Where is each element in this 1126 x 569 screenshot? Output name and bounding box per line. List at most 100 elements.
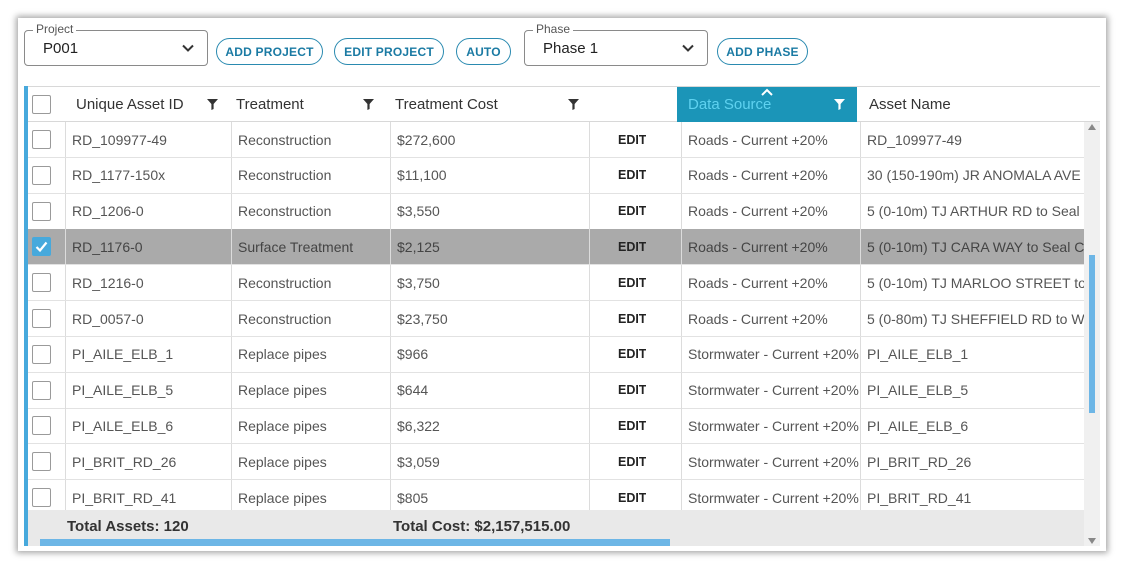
edit-row-button[interactable]: EDIT	[618, 490, 647, 505]
row-checkbox[interactable]	[32, 201, 51, 221]
table-row[interactable]: RD_1177-150x Reconstruction $11,100 Roads -…	[28, 157, 1088, 194]
column-header-data-source[interactable]: Data Source	[677, 87, 857, 122]
cell-treatment-cost: $23,750	[397, 310, 448, 327]
cell-asset-id: PI_BRIT_RD_41	[72, 489, 177, 506]
column-divider	[231, 372, 232, 408]
edit-row-button[interactable]: EDIT	[618, 275, 647, 290]
column-divider	[65, 480, 66, 515]
column-divider	[681, 265, 682, 301]
scroll-down-icon[interactable]	[1088, 538, 1096, 544]
edit-row-button[interactable]: EDIT	[618, 168, 647, 183]
scroll-up-icon[interactable]	[1088, 124, 1096, 130]
cell-asset-name: 5 (0-10m) TJ CARA WAY to Seal Chan	[867, 238, 1088, 255]
phase-value: Phase 1	[543, 40, 599, 57]
column-divider	[681, 336, 682, 372]
edit-row-button[interactable]: EDIT	[618, 347, 647, 362]
edit-row-button[interactable]: EDIT	[618, 311, 647, 326]
column-header-data-source-label: Data Source	[688, 96, 772, 113]
horizontal-scrollbar[interactable]	[28, 536, 1088, 546]
column-divider	[860, 408, 861, 444]
row-checkbox[interactable]	[32, 165, 51, 185]
asset-grid: Unique Asset ID Treatment Treatment Cost…	[24, 86, 1100, 546]
table-row[interactable]: RD_1216-0 Reconstruction $3,750 Roads - Cur…	[28, 265, 1088, 302]
edit-row-button[interactable]: EDIT	[618, 239, 647, 254]
column-header-asset-id-label: Unique Asset ID	[76, 96, 184, 113]
cell-treatment-cost: $644	[397, 382, 429, 399]
column-divider	[860, 265, 861, 301]
column-divider	[681, 157, 682, 193]
column-divider	[860, 372, 861, 408]
phase-select[interactable]: Phase Phase 1	[524, 22, 708, 66]
column-divider	[65, 336, 66, 372]
table-row[interactable]: PI_AILE_ELB_5 Replace pipes $644 Stormwater…	[28, 372, 1088, 409]
column-divider	[65, 193, 66, 229]
sort-ascending-icon	[761, 88, 773, 96]
toolbar: Project P001 ADD PROJECT EDIT PROJECT AU…	[18, 18, 1106, 86]
column-divider	[589, 301, 590, 336]
row-checkbox[interactable]	[32, 237, 51, 257]
add-phase-button[interactable]: ADD PHASE	[717, 38, 808, 65]
cell-treatment: Replace pipes	[238, 382, 327, 399]
table-row[interactable]: RD_109977-49 Reconstruction $272,600 Roads …	[28, 122, 1088, 158]
project-select[interactable]: Project P001	[24, 22, 208, 66]
filter-icon[interactable]	[568, 99, 579, 110]
table-row[interactable]: RD_1176-0 Surface Treatment $2,125 Roads - …	[28, 229, 1088, 266]
row-checkbox[interactable]	[32, 130, 51, 149]
column-header-treatment-cost[interactable]: Treatment Cost	[395, 87, 585, 122]
edit-row-button[interactable]: EDIT	[618, 383, 647, 398]
cell-asset-id: RD_109977-49	[72, 131, 167, 148]
column-divider	[860, 193, 861, 229]
row-checkbox[interactable]	[32, 344, 51, 364]
horizontal-scrollbar-thumb[interactable]	[40, 539, 670, 546]
vertical-scrollbar-thumb[interactable]	[1089, 255, 1095, 413]
cell-asset-id: RD_1206-0	[72, 203, 144, 220]
column-divider	[589, 157, 590, 193]
cell-asset-name: 30 (150-190m) JR ANOMALA AVE	[867, 167, 1081, 184]
column-divider	[231, 265, 232, 301]
row-checkbox[interactable]	[32, 416, 51, 436]
grid-footer: Total Assets: 120 Total Cost: $2,157,515…	[28, 510, 1088, 546]
row-checkbox[interactable]	[32, 309, 51, 328]
add-project-button[interactable]: ADD PROJECT	[216, 38, 323, 65]
table-row[interactable]: PI_AILE_ELB_6 Replace pipes $6,322 Stormwat…	[28, 408, 1088, 445]
select-all-checkbox[interactable]	[32, 95, 51, 114]
column-divider	[860, 480, 861, 515]
table-row[interactable]: RD_1206-0 Reconstruction $3,550 Roads - Cur…	[28, 193, 1088, 230]
column-divider	[589, 408, 590, 444]
column-divider	[231, 301, 232, 336]
cell-asset-id: PI_AILE_ELB_6	[72, 417, 174, 434]
column-divider	[681, 408, 682, 444]
row-checkbox[interactable]	[32, 273, 51, 293]
column-divider	[390, 229, 391, 265]
table-row[interactable]: PI_AILE_ELB_1 Replace pipes $966 Stormwater…	[28, 336, 1088, 373]
row-checkbox[interactable]	[32, 380, 51, 400]
column-divider	[65, 301, 66, 336]
column-header-treatment[interactable]: Treatment	[236, 87, 388, 122]
cell-asset-id: RD_1176-0	[72, 238, 143, 255]
cell-asset-name: PI_AILE_ELB_5	[867, 382, 969, 399]
table-row[interactable]: RD_0057-0 Reconstruction $23,750 Roads - Cu…	[28, 301, 1088, 337]
auto-button[interactable]: AUTO	[456, 38, 511, 65]
filter-icon[interactable]	[363, 99, 374, 110]
column-divider	[390, 336, 391, 372]
filter-icon[interactable]	[207, 99, 218, 110]
vertical-scrollbar[interactable]	[1084, 122, 1100, 546]
edit-row-button[interactable]: EDIT	[618, 454, 647, 469]
table-row[interactable]: PI_BRIT_RD_26 Replace pipes $3,059 Stormwat…	[28, 444, 1088, 481]
column-divider	[589, 193, 590, 229]
column-header-asset-name[interactable]: Asset Name	[869, 87, 1089, 122]
column-header-asset-id[interactable]: Unique Asset ID	[72, 87, 226, 122]
edit-project-button[interactable]: EDIT PROJECT	[334, 38, 444, 65]
edit-row-button[interactable]: EDIT	[618, 204, 647, 219]
row-checkbox[interactable]	[32, 488, 51, 507]
cell-treatment: Reconstruction	[238, 274, 332, 291]
row-checkbox[interactable]	[32, 452, 51, 472]
edit-row-button[interactable]: EDIT	[618, 132, 647, 147]
cell-data-source: Roads - Current +20%	[688, 274, 828, 291]
filter-icon[interactable]	[834, 99, 845, 110]
cell-asset-name: 5 (0-10m) TJ ARTHUR RD to Seal Cha	[867, 203, 1088, 220]
edit-row-button[interactable]: EDIT	[618, 418, 647, 433]
chevron-down-icon	[182, 44, 194, 52]
column-divider	[860, 229, 861, 265]
column-divider	[231, 157, 232, 193]
